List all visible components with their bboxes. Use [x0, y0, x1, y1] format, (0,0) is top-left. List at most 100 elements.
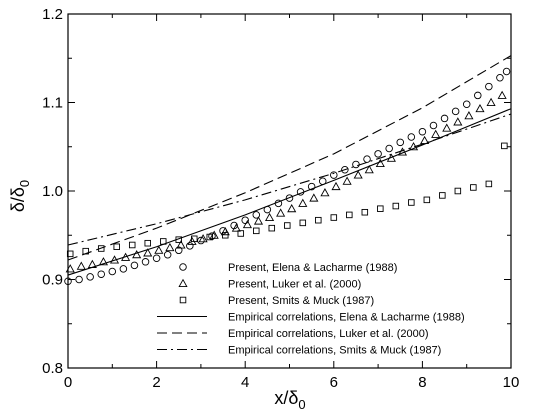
data-point: [265, 212, 275, 222]
series-6: [67, 113, 512, 246]
data-point: [191, 235, 198, 243]
legend-label: Empirical correlations, Elena & Lacharme…: [228, 312, 465, 324]
y-tick-label: 0.9: [42, 272, 63, 289]
data-point: [442, 123, 452, 132]
data-point: [65, 264, 75, 273]
series-line: [67, 55, 512, 261]
data-point: [299, 219, 307, 227]
data-point: [392, 202, 400, 210]
data-point: [462, 100, 471, 109]
x-tick-label: 10: [503, 374, 520, 391]
x-tick-label: 6: [330, 374, 338, 391]
data-point: [408, 199, 415, 206]
legend-item-6: Empirical correlations, Smits & Muck (19…: [157, 345, 441, 357]
data-point: [144, 239, 151, 247]
data-point: [222, 231, 229, 239]
data-point: [496, 73, 504, 82]
data-point: [97, 270, 105, 278]
data-point: [253, 227, 260, 235]
data-point: [165, 242, 175, 252]
data-point: [385, 144, 393, 153]
data-point: [219, 227, 227, 235]
data-point: [276, 208, 286, 217]
series-3: [66, 142, 508, 258]
data-point: [407, 133, 416, 141]
data-point: [132, 249, 142, 259]
data-point: [330, 214, 338, 221]
data-point: [475, 103, 485, 113]
y-tick-label: 1.0: [42, 183, 63, 200]
x-axis-title: x/δ0: [274, 388, 305, 412]
data-point: [143, 248, 153, 257]
x-tick-label: 2: [152, 374, 160, 391]
series-layer: [64, 55, 512, 286]
data-point: [76, 261, 86, 270]
data-point: [464, 111, 474, 120]
legend-label: Empirical correlations, Smits & Muck (19…: [228, 345, 441, 357]
legend-label: Present, Elena & Lacharme (1988): [228, 262, 397, 274]
x-tick-label: 4: [241, 374, 249, 391]
data-point: [198, 234, 208, 243]
series-4: [67, 108, 512, 276]
legend-label: Empirical correlations, Luker et al. (20…: [228, 328, 429, 340]
legend-swatch: [179, 263, 187, 271]
x-tick-label: 8: [418, 374, 426, 391]
data-point: [440, 114, 449, 123]
series-5: [67, 55, 512, 261]
data-point: [98, 257, 109, 266]
data-point: [163, 250, 172, 259]
data-point: [315, 216, 322, 224]
legend-item-3: Present, Smits & Muck (1987): [179, 295, 374, 307]
data-point: [497, 90, 507, 99]
series-1: [64, 67, 511, 286]
data-point: [352, 160, 360, 169]
series-2: [65, 90, 507, 273]
data-point: [252, 211, 261, 219]
data-point: [439, 192, 446, 199]
y-tick-label: 0.8: [42, 360, 63, 377]
data-point: [331, 181, 341, 191]
data-point: [307, 182, 316, 191]
y-axis-title-main: δ/δ: [8, 187, 28, 212]
data-point: [113, 243, 120, 251]
data-point: [363, 155, 371, 163]
y-tick-label: 1.2: [42, 6, 63, 23]
data-point: [396, 138, 405, 147]
data-point: [242, 219, 252, 229]
data-point: [64, 277, 72, 286]
data-point: [241, 216, 249, 224]
legend-item-1: Present, Elena & Lacharme (1988): [179, 262, 397, 274]
data-point: [470, 184, 477, 191]
y-tick-label: 1.1: [42, 95, 63, 112]
series-line: [67, 113, 512, 246]
data-point: [454, 187, 462, 195]
data-point: [377, 205, 384, 212]
data-point: [220, 226, 230, 236]
data-point: [119, 265, 128, 273]
data-point: [187, 236, 197, 245]
data-point: [284, 222, 291, 229]
legend-item-2: Present, Luker et al. (2000): [178, 278, 361, 291]
data-point: [486, 97, 496, 106]
data-point: [206, 233, 214, 241]
y-axis-title-sub: 0: [17, 180, 32, 187]
data-point: [66, 250, 74, 258]
legend-swatch: [179, 296, 187, 304]
data-point: [364, 165, 374, 174]
data-point: [375, 158, 385, 168]
legend-swatch: [178, 278, 188, 287]
data-point: [485, 180, 493, 188]
data-point: [231, 223, 241, 232]
data-point: [361, 208, 369, 216]
data-point: [128, 241, 136, 249]
legend-item-5: Empirical correlations, Luker et al. (20…: [157, 328, 429, 340]
data-point: [86, 273, 94, 281]
x-tick-label: 0: [64, 374, 72, 391]
data-point: [108, 267, 117, 276]
data-point: [502, 67, 511, 76]
legend-label: Present, Luker et al. (2000): [228, 279, 361, 291]
data-point: [423, 196, 431, 204]
data-point: [75, 275, 83, 284]
data-point: [285, 194, 294, 202]
data-point: [152, 254, 161, 263]
